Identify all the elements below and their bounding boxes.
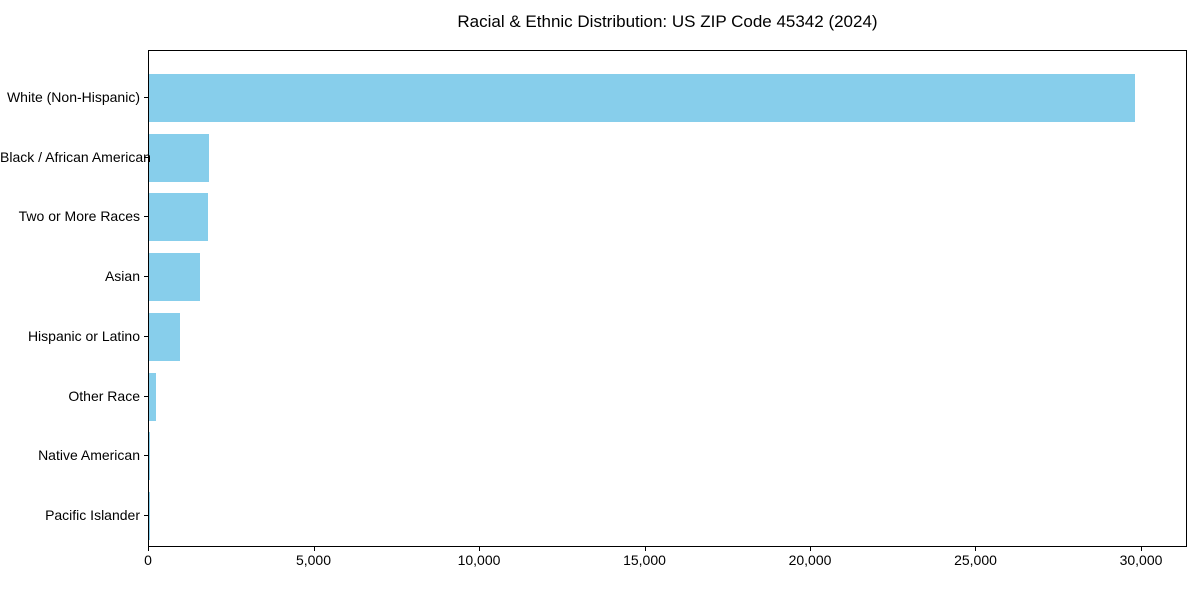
y-tick-label: Pacific Islander bbox=[45, 506, 140, 523]
y-tick-label: Two or More Races bbox=[18, 208, 140, 225]
x-tick-label: 20,000 bbox=[788, 552, 832, 568]
y-tick-mark bbox=[144, 396, 148, 397]
y-tick-label: Black / African American bbox=[0, 148, 151, 165]
y-tick-label: Native American bbox=[38, 447, 140, 464]
bar-black-african-american bbox=[149, 133, 209, 182]
x-tick-mark bbox=[810, 547, 811, 551]
y-tick-mark bbox=[144, 455, 148, 456]
bar-white-non-hispanic bbox=[149, 74, 1136, 122]
x-tick-mark bbox=[479, 547, 480, 551]
x-tick-mark bbox=[314, 547, 315, 551]
bar-hispanic-or-latino bbox=[149, 312, 181, 361]
y-tick-label: Other Race bbox=[68, 387, 140, 404]
bar-native-american bbox=[149, 432, 151, 481]
x-tick-label: 25,000 bbox=[954, 552, 997, 568]
x-tick-mark bbox=[148, 547, 149, 551]
y-tick-mark bbox=[144, 336, 148, 337]
y-tick-mark bbox=[144, 515, 148, 516]
x-tick-label: 10,000 bbox=[457, 552, 501, 568]
x-tick-label: 0 bbox=[144, 552, 152, 568]
x-tick-label: 5,000 bbox=[295, 552, 332, 568]
bar-two-or-more-races bbox=[149, 193, 208, 242]
y-tick-mark bbox=[144, 276, 148, 277]
x-tick-mark bbox=[1141, 547, 1142, 551]
y-tick-mark bbox=[144, 97, 148, 98]
y-tick-mark bbox=[144, 216, 148, 217]
x-tick-label: 30,000 bbox=[1119, 552, 1163, 568]
x-tick-mark bbox=[975, 547, 976, 551]
bar-asian bbox=[149, 253, 200, 302]
y-tick-label: Asian bbox=[104, 268, 140, 285]
plot-area bbox=[148, 50, 1187, 547]
y-tick-mark bbox=[144, 157, 148, 158]
x-tick-label: 15,000 bbox=[623, 552, 666, 568]
y-tick-label: White (Non-Hispanic) bbox=[6, 89, 140, 105]
chart-title: Racial & Ethnic Distribution: US ZIP Cod… bbox=[457, 12, 878, 31]
bar-other-race bbox=[149, 372, 156, 421]
y-tick-label: Hispanic or Latino bbox=[27, 327, 140, 344]
x-tick-mark bbox=[645, 547, 646, 551]
